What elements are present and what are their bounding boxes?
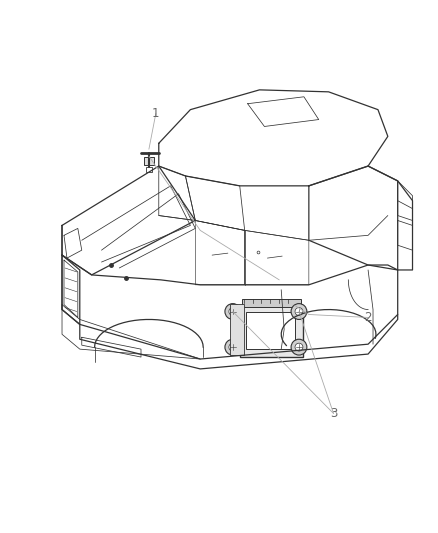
Bar	[242, 298, 301, 306]
Bar	[246, 311, 295, 349]
Circle shape	[225, 304, 241, 319]
Circle shape	[295, 343, 303, 351]
Text: 2: 2	[364, 311, 372, 324]
Text: 1: 1	[152, 107, 159, 120]
Circle shape	[295, 308, 303, 316]
Circle shape	[291, 304, 307, 319]
Circle shape	[229, 308, 237, 316]
Bar	[240, 305, 303, 357]
Circle shape	[291, 339, 307, 355]
Bar	[146, 167, 152, 172]
Circle shape	[229, 343, 237, 351]
Bar	[144, 157, 154, 165]
Circle shape	[225, 339, 241, 355]
Bar	[230, 304, 244, 355]
Text: 3: 3	[330, 407, 337, 420]
